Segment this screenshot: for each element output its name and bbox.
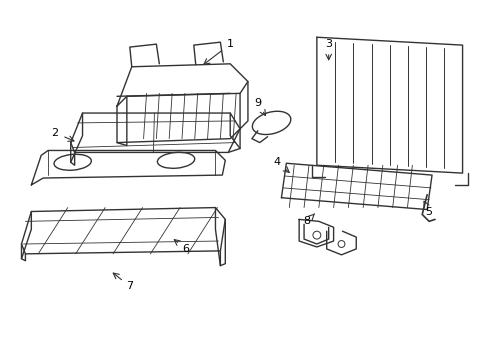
Text: 6: 6 [182, 244, 189, 254]
Text: 9: 9 [254, 98, 261, 108]
Text: 7: 7 [126, 281, 133, 291]
Text: 8: 8 [303, 216, 310, 226]
Text: 2: 2 [51, 128, 59, 138]
Text: 4: 4 [273, 157, 281, 167]
Text: 5: 5 [425, 207, 432, 216]
Text: 1: 1 [226, 39, 233, 49]
Text: 3: 3 [325, 39, 331, 49]
